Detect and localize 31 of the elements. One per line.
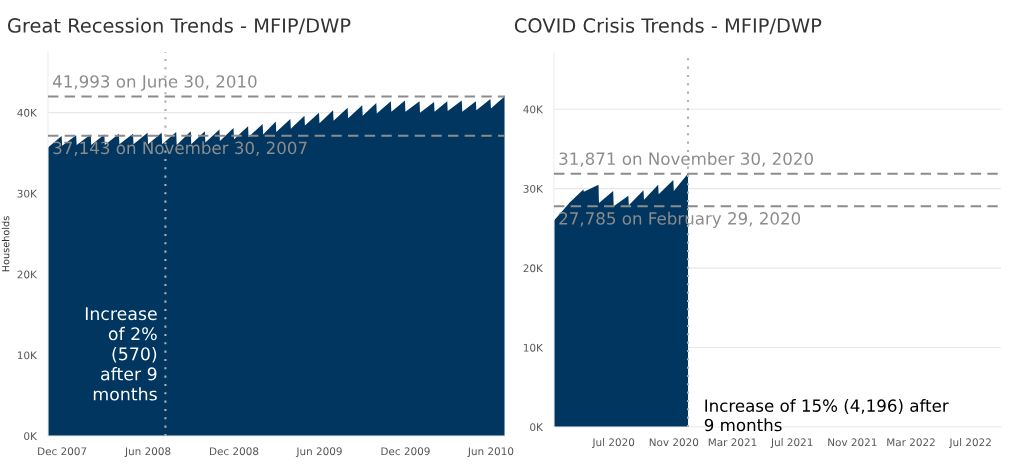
x-tick-label: Jul 2020	[591, 438, 635, 449]
chart-title: COVID Crisis Trends - MFIP/DWP	[514, 17, 822, 35]
x-tick-label: Jun 2008	[124, 447, 171, 458]
x-tick-label: Jun 2009	[295, 447, 342, 458]
x-tick-label: Dec 2008	[210, 447, 259, 456]
x-tick-label: Dec 2009	[381, 447, 430, 456]
y-tick-label: 10K	[17, 351, 38, 360]
x-tick-label: Jul 2021	[770, 438, 813, 449]
y-tick-label: 0K	[24, 432, 38, 441]
annotation: Increase of 2% (570) after 9 months	[85, 307, 157, 401]
y-tick-label: 20K	[17, 270, 38, 279]
x-tick-label: Nov 2020	[649, 438, 699, 447]
x-tick-label: Nov 2021	[828, 438, 877, 447]
ref-line-label: 31,871 on November 30, 2020	[559, 152, 813, 167]
chart-title: Great Recession Trends - MFIP/DWP	[7, 17, 351, 35]
y-tick-label: 40K	[17, 108, 38, 117]
y-tick-label: 30K	[523, 184, 544, 193]
y-tick-label: 30K	[17, 189, 38, 198]
x-tick-label: Jul 2022	[948, 438, 991, 449]
x-tick-label: Dec 2007	[38, 447, 87, 456]
annotation: Increase of 15% (4,196) after 9 months	[704, 399, 949, 432]
x-tick-label: Mar 2022	[887, 438, 935, 447]
y-tick-label: 0K	[530, 423, 544, 432]
y-tick-label: 40K	[523, 105, 544, 114]
y-axis-title: Households	[1, 216, 10, 272]
ref-line-label: 41,993 on June 30, 2010	[52, 75, 257, 91]
ref-line-label: 37,143 on November 30, 2007	[53, 141, 307, 156]
x-tick-label: Mar 2021	[708, 438, 757, 447]
y-tick-label: 20K	[523, 264, 544, 273]
y-tick-label: 10K	[523, 343, 544, 352]
x-tick-label: Jun 2010	[467, 447, 514, 458]
